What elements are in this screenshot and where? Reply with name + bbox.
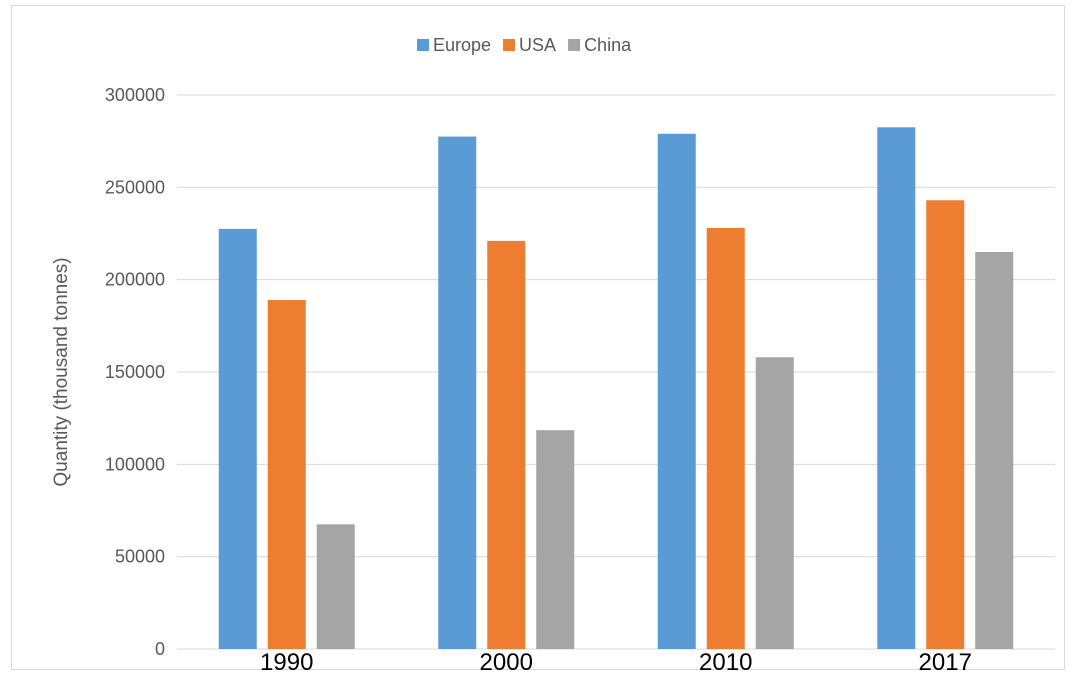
y-tick-label: 300000 bbox=[105, 85, 165, 105]
y-tick-label: 250000 bbox=[105, 177, 165, 197]
bar-china-2000 bbox=[536, 430, 575, 649]
legend-swatch-usa bbox=[503, 39, 516, 51]
x-axis-categories: 1990 2000 2010 2017 bbox=[260, 649, 972, 676]
y-tick-label: 150000 bbox=[105, 362, 165, 382]
y-tick-label: 200000 bbox=[105, 270, 165, 290]
legend-swatch-europe bbox=[417, 39, 429, 51]
x-category-label: 2010 bbox=[699, 649, 752, 676]
y-tick-label: 0 bbox=[155, 639, 165, 659]
bar-china-2017 bbox=[975, 251, 1014, 649]
bar-europe-2000 bbox=[438, 136, 477, 650]
bars bbox=[218, 127, 1014, 650]
legend-label-europe: Europe bbox=[433, 35, 491, 55]
bar-usa-2017 bbox=[926, 200, 965, 649]
bar-usa-2000 bbox=[487, 240, 526, 650]
legend: Europe USA China bbox=[417, 35, 632, 55]
y-axis-title: Quantity (thousand tonnes) bbox=[51, 257, 72, 486]
bar-usa-2010 bbox=[706, 227, 745, 649]
bar-europe-2010 bbox=[657, 133, 696, 649]
y-axis-ticks: 0 50000 100000 150000 200000 250000 300000 bbox=[105, 85, 165, 659]
bar-europe-2017 bbox=[877, 127, 916, 650]
bar-china-1990 bbox=[316, 524, 355, 649]
x-category-label: 2017 bbox=[919, 649, 972, 676]
x-category-label: 1990 bbox=[260, 649, 313, 676]
legend-label-usa: USA bbox=[519, 35, 556, 55]
legend-label-china: China bbox=[584, 35, 632, 55]
legend-swatch-china bbox=[568, 39, 581, 51]
bar-europe-1990 bbox=[218, 228, 257, 649]
x-category-label: 2000 bbox=[480, 649, 533, 676]
bar-china-2010 bbox=[755, 357, 794, 649]
gridlines bbox=[177, 94, 1055, 650]
bar-usa-1990 bbox=[267, 299, 306, 649]
y-tick-label: 100000 bbox=[105, 454, 165, 474]
y-tick-label: 50000 bbox=[115, 547, 165, 567]
